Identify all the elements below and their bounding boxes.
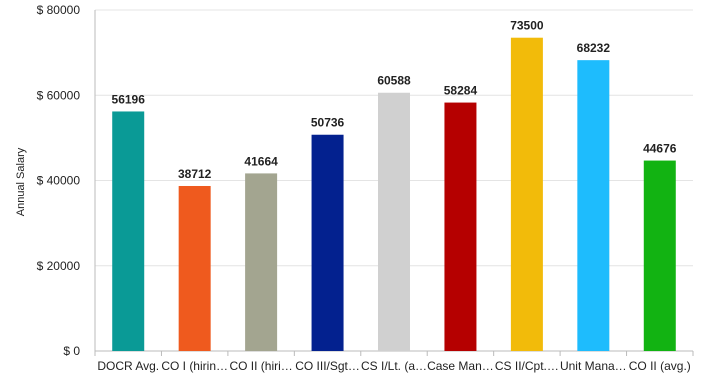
x-tick-labels: DOCR Avg. CO I (hirin… CO II (hiri… CO III/… <box>94 351 694 373</box>
y-tick-label: $ 0 <box>63 344 80 358</box>
x-tick-label: CO I (hirin… <box>161 359 228 373</box>
x-tick-label: CO III/Sgt… <box>295 359 360 373</box>
x-tick-label: CO II (avg.) <box>629 359 691 373</box>
value-label: 56196 <box>112 92 146 106</box>
value-label: 73500 <box>510 19 544 33</box>
y-tick-label: $ 20000 <box>37 259 81 273</box>
y-tick-label: $ 60000 <box>37 88 81 102</box>
bar <box>112 111 145 352</box>
x-tick-label: CO II (hiri… <box>229 359 292 373</box>
y-tick-labels: $ 0 $ 20000 $ 40000 $ 60000 $ 80000 <box>37 3 81 358</box>
bar <box>510 37 543 352</box>
bar <box>378 92 410 351</box>
bar <box>245 173 278 351</box>
value-label: 44676 <box>643 142 677 156</box>
value-labels: 56196 38712 41664 50736 60588 58284 73500 68232… <box>112 19 677 181</box>
bar <box>577 60 610 351</box>
value-label: 60588 <box>377 74 411 88</box>
bars <box>112 37 676 352</box>
x-tick-label: Unit Mana… <box>560 359 627 373</box>
bar <box>178 185 211 351</box>
bar <box>643 160 676 351</box>
y-axis-title: Annual Salary <box>15 147 27 216</box>
x-tick-label: DOCR Avg. <box>97 359 159 373</box>
x-tick-label: CS I/Lt. (a… <box>361 359 427 373</box>
value-label: 68232 <box>577 41 611 55</box>
y-tick-label: $ 80000 <box>37 3 81 17</box>
y-tick-label: $ 40000 <box>37 174 81 188</box>
x-tick-label: Case Man… <box>427 359 494 373</box>
value-label: 50736 <box>311 116 345 130</box>
value-label: 41664 <box>244 154 278 168</box>
value-label: 38712 <box>178 167 212 181</box>
bar <box>444 102 477 351</box>
value-label: 58284 <box>444 84 478 98</box>
bar <box>311 134 344 351</box>
x-tick-label: CS II/Cpt.… <box>495 359 559 373</box>
